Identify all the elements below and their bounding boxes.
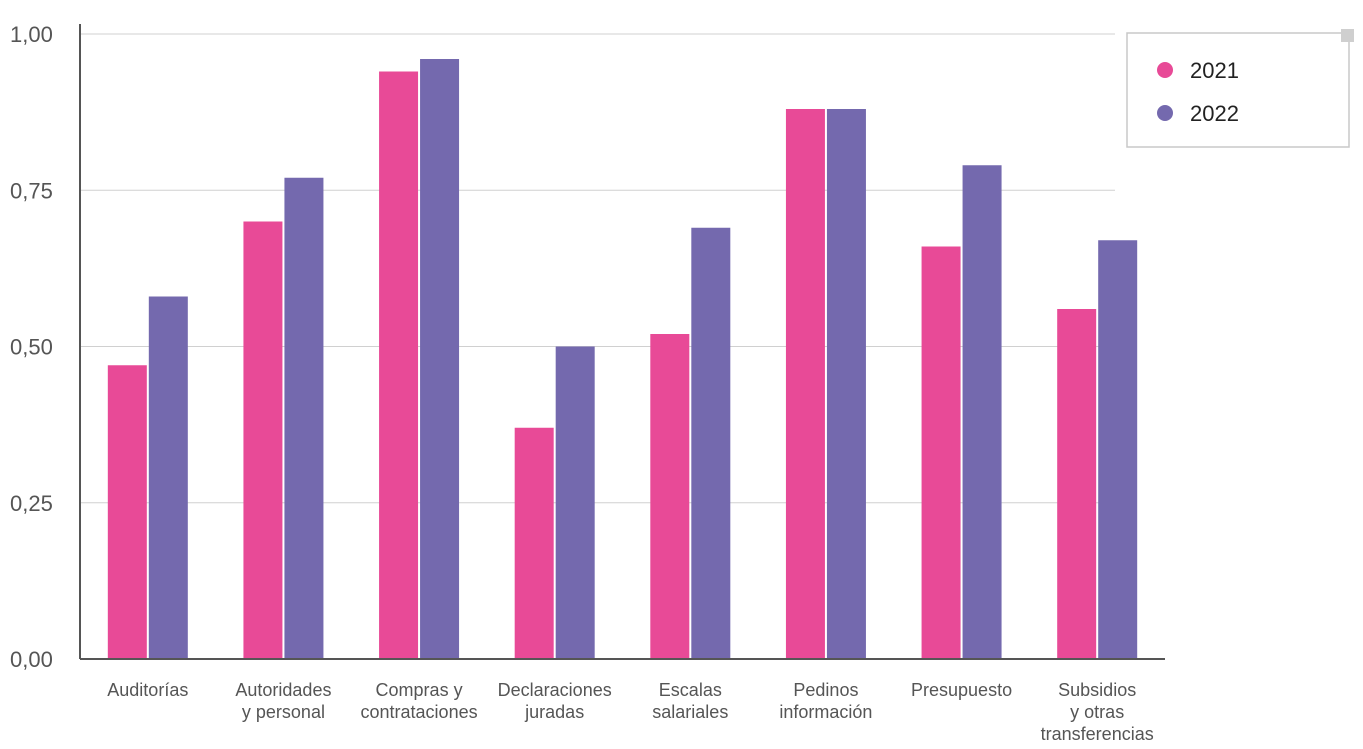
bar-2022-3 — [555, 346, 595, 659]
bar-2022-0 — [148, 296, 188, 659]
legend-corner-handle — [1341, 29, 1354, 42]
bar-2021-5 — [785, 109, 825, 659]
bar-2021-6 — [921, 246, 961, 659]
bar-2022-2 — [420, 59, 460, 659]
x-tick-label: Subsidios y otras transferencias — [1041, 680, 1154, 744]
y-tick-label: 0,75 — [10, 178, 53, 203]
legend-label-2021: 2021 — [1190, 58, 1239, 83]
bar-2021-1 — [243, 221, 283, 659]
y-axis: 0,00 0,25 0,50 0,75 1,00 — [10, 22, 81, 672]
x-tick-label: Declaraciones juradas — [498, 680, 612, 722]
x-tick-label: Compras y contrataciones — [361, 680, 478, 722]
legend-marker-2021 — [1157, 62, 1173, 78]
bar-2021-7 — [1057, 309, 1097, 659]
bar-2022-5 — [826, 109, 866, 659]
x-tick-label: Autoridades y personal — [235, 680, 331, 722]
bars — [107, 59, 1138, 659]
bar-2021-2 — [379, 71, 419, 659]
y-tick-label: 0,50 — [10, 335, 53, 360]
bar-2021-0 — [107, 365, 147, 659]
legend-box — [1126, 32, 1350, 148]
x-tick-label: Presupuesto — [911, 680, 1012, 700]
y-tick-label: 1,00 — [10, 22, 53, 47]
legend: 2021 2022 — [1126, 29, 1354, 148]
y-tick-label: 0,25 — [10, 491, 53, 516]
x-axis: Auditorías Autoridades y personal Compras y… — [80, 658, 1165, 744]
x-tick-label: Pedinos información — [779, 680, 872, 722]
bar-2021-3 — [514, 427, 554, 659]
legend-label-2022: 2022 — [1190, 101, 1239, 126]
bar-2022-1 — [284, 177, 324, 659]
x-tick-label: Auditorías — [107, 680, 188, 700]
bar-2021-4 — [650, 334, 690, 659]
x-tick-label: Escalas salariales — [652, 680, 728, 722]
bar-2022-4 — [691, 227, 731, 659]
bar-2022-7 — [1098, 240, 1138, 659]
y-tick-label: 0,00 — [10, 647, 53, 672]
bar-2022-6 — [962, 165, 1002, 659]
legend-marker-2022 — [1157, 105, 1173, 121]
